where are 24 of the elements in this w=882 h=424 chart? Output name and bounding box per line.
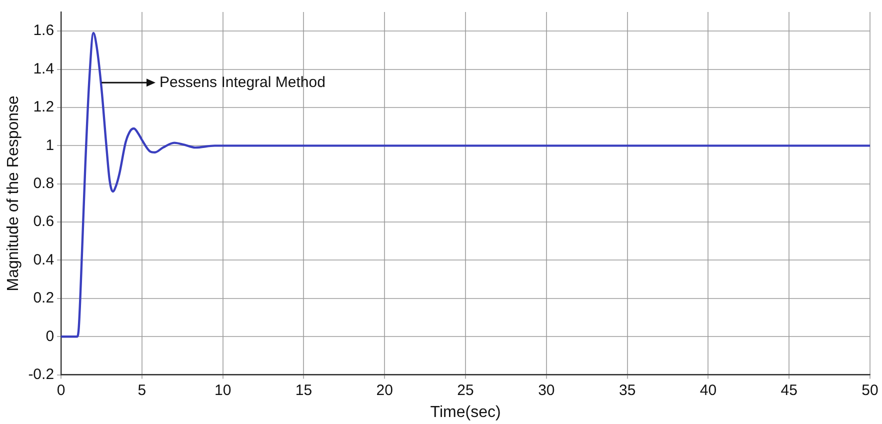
x-tick-label: 25 xyxy=(457,382,474,399)
x-tick-label: 10 xyxy=(214,382,232,399)
y-tick-label: 0.2 xyxy=(33,290,54,307)
x-tick-label: 40 xyxy=(700,382,717,399)
x-tick-label: 15 xyxy=(295,382,312,399)
y-axis-title: Magnitude of the Response xyxy=(5,95,22,292)
x-axis-title: Time(sec) xyxy=(430,404,501,421)
y-tick-label: 0 xyxy=(46,328,54,345)
x-tick-label: 5 xyxy=(138,382,146,399)
x-tick-label: 20 xyxy=(376,382,393,399)
y-tick-label: 0.6 xyxy=(33,213,54,230)
y-tick-label: 1.2 xyxy=(33,98,54,116)
y-tick-label: 1.6 xyxy=(33,22,54,40)
x-tick-label: 45 xyxy=(780,382,798,399)
x-tick-label: 35 xyxy=(618,382,636,399)
x-tick-label: 0 xyxy=(56,382,66,399)
x-tick-label: 50 xyxy=(862,382,878,399)
y-tick-label: 0.8 xyxy=(33,174,54,192)
y-tick-label: 1.4 xyxy=(33,60,54,78)
annotation: Pessens Integral Method xyxy=(159,74,326,91)
y-tick-label: 1 xyxy=(46,136,54,154)
y-tick-label: -0.2 xyxy=(28,366,54,383)
x-tick-label: 30 xyxy=(538,382,555,399)
y-tick-label: 0.4 xyxy=(33,251,54,268)
